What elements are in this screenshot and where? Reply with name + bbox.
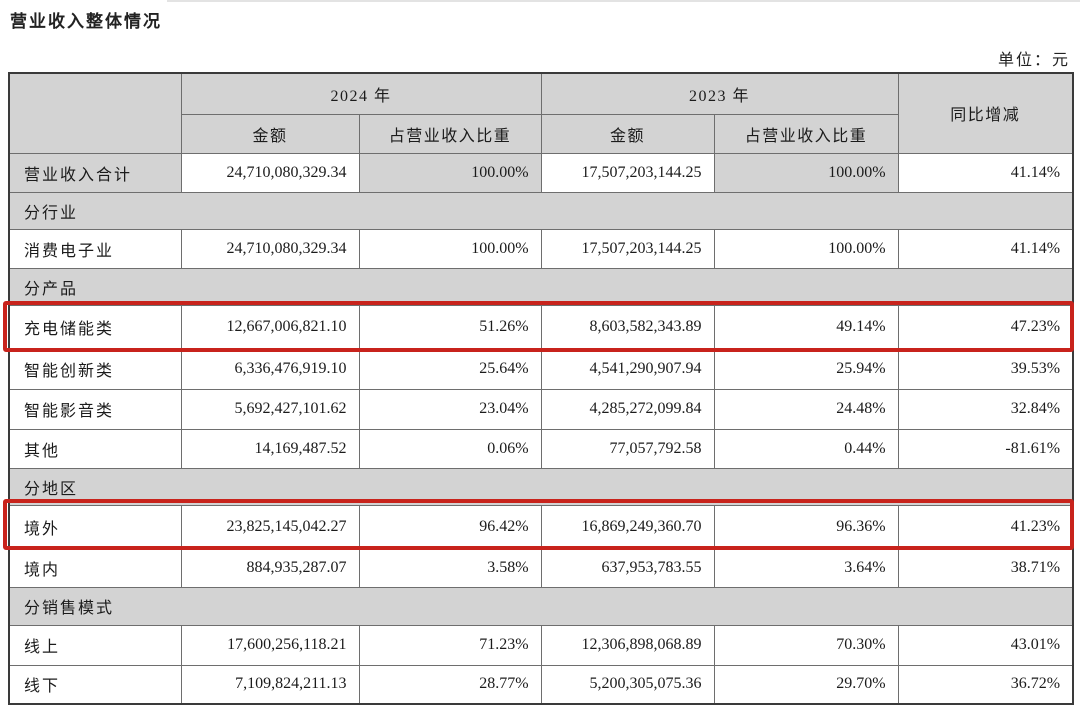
cell-amount-2024: 23,825,145,042.27 bbox=[180, 504, 360, 549]
table-row-smart-audio-video: 智能影音类 5,692,427,101.62 23.04% 4,285,272,… bbox=[8, 388, 1074, 430]
cell-ratio-2024: 51.26% bbox=[358, 304, 542, 350]
cell-ratio-2024: 71.23% bbox=[358, 624, 542, 666]
cell-ratio-2024: 3.58% bbox=[358, 547, 542, 588]
cell-amount-2023: 5,200,305,075.36 bbox=[540, 664, 715, 705]
cell-amount-2023: 637,953,783.55 bbox=[540, 547, 715, 588]
cell-ratio-2023: 96.36% bbox=[713, 504, 899, 549]
section-label: 分地区 bbox=[8, 467, 1074, 506]
cell-ratio-2023: 25.94% bbox=[713, 348, 899, 390]
cell-yoy: 36.72% bbox=[897, 664, 1074, 705]
cell-amount-2023: 17,507,203,144.25 bbox=[540, 228, 715, 269]
row-label: 其他 bbox=[8, 428, 182, 469]
cell-yoy: 43.01% bbox=[897, 624, 1074, 666]
cell-yoy: -81.61% bbox=[897, 428, 1074, 469]
col-header-year-2023: 2023 年 bbox=[540, 72, 899, 115]
section-label: 分行业 bbox=[8, 191, 1074, 230]
cell-amount-2023: 4,541,290,907.94 bbox=[540, 348, 715, 390]
cell-amount-2023: 77,057,792.58 bbox=[540, 428, 715, 469]
cell-amount-2023: 8,603,582,343.89 bbox=[540, 304, 715, 350]
row-label: 智能创新类 bbox=[8, 348, 182, 390]
cell-amount-2023: 16,869,249,360.70 bbox=[540, 504, 715, 549]
cell-amount-2024: 884,935,287.07 bbox=[180, 547, 360, 588]
row-label: 境内 bbox=[8, 547, 182, 588]
row-label: 境外 bbox=[8, 504, 182, 549]
cell-ratio-2024: 100.00% bbox=[358, 152, 542, 193]
row-label: 线上 bbox=[8, 624, 182, 666]
cell-ratio-2023: 49.14% bbox=[713, 304, 899, 350]
row-label: 智能影音类 bbox=[8, 388, 182, 430]
header-row-measures: 金额 占营业收入比重 金额 占营业收入比重 bbox=[9, 113, 1073, 154]
unit-label: 单位：元 bbox=[997, 52, 1070, 69]
cell-ratio-2024: 25.64% bbox=[358, 348, 542, 390]
col-header-ratio-2023: 占营业收入比重 bbox=[713, 113, 899, 154]
cell-amount-2024: 5,692,427,101.62 bbox=[180, 388, 360, 430]
cell-ratio-2023: 0.44% bbox=[713, 428, 899, 469]
cell-ratio-2024: 96.42% bbox=[358, 504, 542, 549]
section-label: 分销售模式 bbox=[8, 586, 1074, 626]
cell-amount-2024: 24,710,080,329.34 bbox=[180, 152, 360, 193]
table-row-consumer-electronics: 消费电子业 24,710,080,329.34 100.00% 17,507,2… bbox=[8, 228, 1074, 269]
corner-empty-cell bbox=[8, 72, 182, 154]
cell-yoy: 41.14% bbox=[897, 228, 1074, 269]
cell-amount-2024: 12,667,006,821.10 bbox=[180, 304, 360, 350]
table-row-domestic: 境内 884,935,287.07 3.58% 637,953,783.55 3… bbox=[8, 547, 1074, 588]
section-row-region: 分地区 bbox=[8, 467, 1074, 506]
row-label: 营业收入合计 bbox=[8, 152, 182, 193]
table-row-online: 线上 17,600,256,118.21 71.23% 12,306,898,0… bbox=[8, 624, 1074, 666]
revenue-table: 2024 年 2023 年 同比增减 金额 占营业收入比重 金额 占营业收入比重… bbox=[8, 72, 1075, 705]
cell-amount-2024: 7,109,824,211.13 bbox=[180, 664, 360, 705]
table-row-other: 其他 14,169,487.52 0.06% 77,057,792.58 0.4… bbox=[8, 428, 1074, 469]
col-header-amount-2024: 金额 bbox=[180, 113, 360, 154]
cell-amount-2023: 12,306,898,068.89 bbox=[540, 624, 715, 666]
table-row-total: 营业收入合计 24,710,080,329.34 100.00% 17,507,… bbox=[8, 152, 1074, 193]
col-header-year-2024: 2024 年 bbox=[180, 72, 542, 115]
cell-amount-2023: 17,507,203,144.25 bbox=[540, 152, 715, 193]
col-header-ratio-2024: 占营业收入比重 bbox=[358, 113, 542, 154]
cell-amount-2024: 17,600,256,118.21 bbox=[180, 624, 360, 666]
cell-yoy: 41.23% bbox=[897, 504, 1074, 549]
section-row-industry: 分行业 bbox=[8, 191, 1074, 230]
row-label: 充电储能类 bbox=[8, 304, 182, 350]
cell-ratio-2023: 29.70% bbox=[713, 664, 899, 705]
cell-yoy: 47.23% bbox=[897, 304, 1074, 350]
col-header-amount-2023: 金额 bbox=[540, 113, 715, 154]
row-label: 消费电子业 bbox=[8, 228, 182, 269]
cell-ratio-2023: 24.48% bbox=[713, 388, 899, 430]
section-row-sales-model: 分销售模式 bbox=[8, 586, 1074, 626]
cell-ratio-2024: 28.77% bbox=[358, 664, 542, 705]
cell-amount-2024: 14,169,487.52 bbox=[180, 428, 360, 469]
cell-ratio-2024: 0.06% bbox=[358, 428, 542, 469]
top-divider-line bbox=[167, 0, 1080, 2]
cell-amount-2024: 6,336,476,919.10 bbox=[180, 348, 360, 390]
cell-yoy: 38.71% bbox=[897, 547, 1074, 588]
table-row-offline: 线下 7,109,824,211.13 28.77% 5,200,305,075… bbox=[8, 664, 1074, 705]
cell-yoy: 39.53% bbox=[897, 348, 1074, 390]
col-header-yoy: 同比增减 bbox=[897, 72, 1074, 154]
section-label: 分产品 bbox=[8, 267, 1074, 306]
table-row-charging-storage: 充电储能类 12,667,006,821.10 51.26% 8,603,582… bbox=[8, 304, 1074, 350]
cell-amount-2024: 24,710,080,329.34 bbox=[180, 228, 360, 269]
cell-ratio-2024: 23.04% bbox=[358, 388, 542, 430]
table-row-overseas: 境外 23,825,145,042.27 96.42% 16,869,249,3… bbox=[8, 504, 1074, 549]
header-row-years: 2024 年 2023 年 同比增减 bbox=[8, 72, 1074, 154]
cell-ratio-2023: 100.00% bbox=[713, 228, 899, 269]
cell-ratio-2024: 100.00% bbox=[358, 228, 542, 269]
cell-ratio-2023: 3.64% bbox=[713, 547, 899, 588]
cell-ratio-2023: 70.30% bbox=[713, 624, 899, 666]
cell-yoy: 32.84% bbox=[897, 388, 1074, 430]
page-title: 营业收入整体情况 bbox=[10, 12, 162, 31]
cell-ratio-2023: 100.00% bbox=[713, 152, 899, 193]
cell-amount-2023: 4,285,272,099.84 bbox=[540, 388, 715, 430]
row-label: 线下 bbox=[8, 664, 182, 705]
cell-yoy: 41.14% bbox=[897, 152, 1074, 193]
table-row-smart-innovation: 智能创新类 6,336,476,919.10 25.64% 4,541,290,… bbox=[8, 348, 1074, 390]
section-row-product: 分产品 bbox=[8, 267, 1074, 306]
